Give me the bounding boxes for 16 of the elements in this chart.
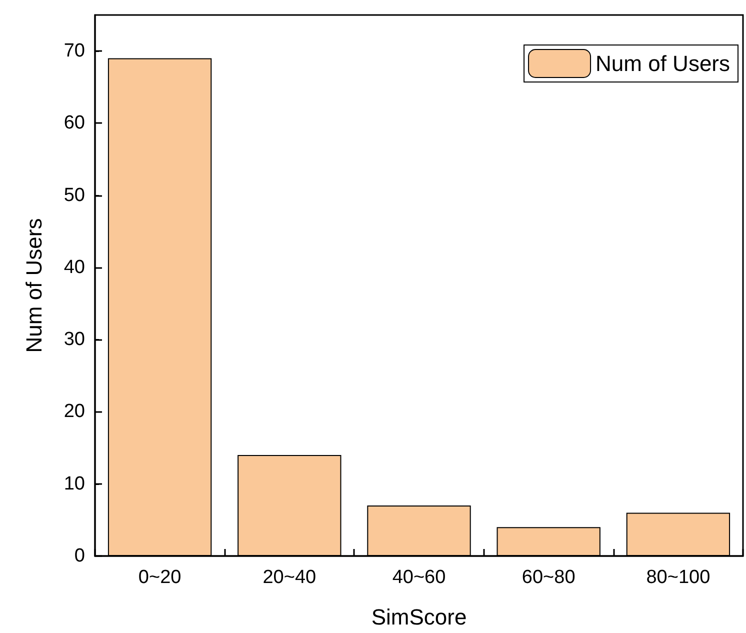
y-tick-label: 50 bbox=[64, 184, 85, 206]
x-tick-label: 40~60 bbox=[392, 567, 446, 588]
y-tick-label: 30 bbox=[64, 329, 85, 350]
legend-label: Num of Users bbox=[596, 51, 730, 76]
x-tick-label: 60~80 bbox=[522, 567, 576, 588]
x-tick-label: 0~20 bbox=[138, 567, 182, 588]
y-tick-label: 70 bbox=[64, 40, 85, 62]
x-axis-title: SimScore bbox=[371, 604, 467, 630]
y-tick-label: 60 bbox=[64, 112, 85, 134]
x-tick-label: 20~40 bbox=[262, 567, 316, 588]
y-tick-label: 0 bbox=[74, 546, 85, 566]
y-axis-title: Num of Users bbox=[22, 218, 46, 353]
y-tick-label: 10 bbox=[64, 473, 85, 494]
x-tick-label: 80~100 bbox=[646, 567, 710, 588]
y-tick-label: 40 bbox=[64, 256, 85, 278]
y-tick-label: 20 bbox=[64, 401, 85, 422]
